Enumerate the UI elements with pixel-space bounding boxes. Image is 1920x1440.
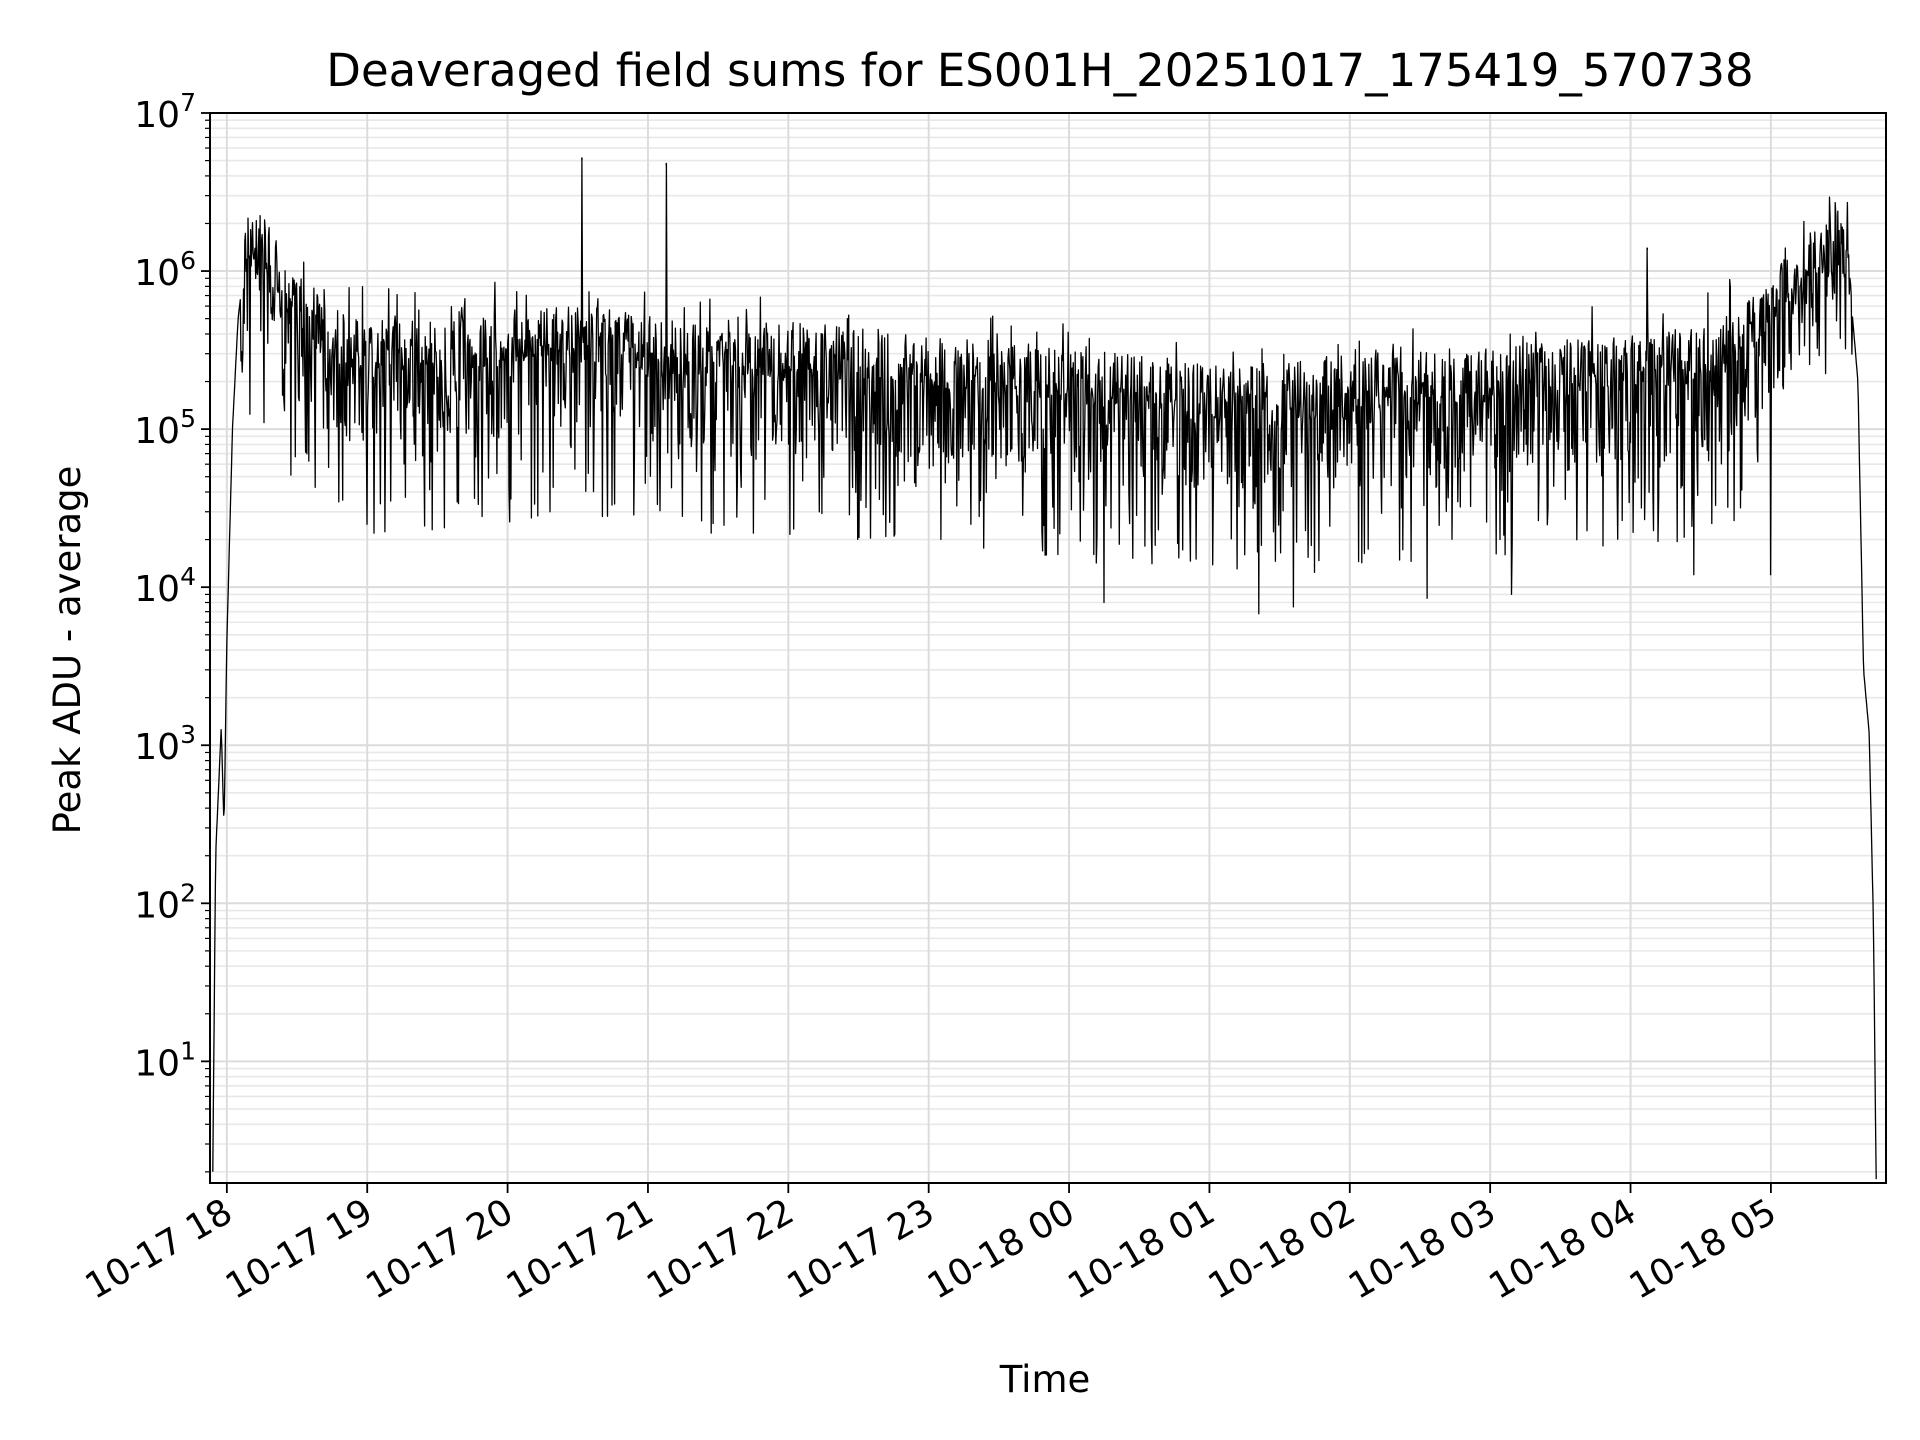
y-tick-exponent: 2	[180, 878, 196, 907]
x-axis-label: Time	[999, 1358, 1091, 1401]
y-tick-label: 107	[134, 88, 196, 136]
y-tick-label: 102	[134, 878, 196, 926]
y-tick-exponent: 6	[180, 246, 196, 275]
y-tick-base: 10	[134, 727, 180, 768]
y-tick-base: 10	[134, 411, 180, 452]
chart-title: Deaveraged field sums for ES001H_2025101…	[326, 44, 1753, 97]
y-tick-label: 103	[134, 720, 196, 768]
y-tick-exponent: 3	[180, 720, 196, 749]
plot-frame	[209, 112, 1887, 1184]
y-tick-label: 105	[134, 404, 196, 452]
y-tick-base: 10	[134, 885, 180, 926]
y-tick-base: 10	[134, 95, 180, 136]
series-line	[212, 157, 1877, 1180]
y-tick-base: 10	[134, 253, 180, 294]
y-tick-label: 104	[134, 562, 196, 610]
y-tick-base: 10	[134, 569, 180, 610]
y-tick-label: 106	[134, 246, 196, 294]
y-tick-base: 10	[134, 1043, 180, 1084]
y-tick-exponent: 7	[180, 88, 196, 117]
series-layer	[212, 157, 1877, 1180]
y-tick-label: 101	[134, 1036, 196, 1084]
y-tick-exponent: 5	[180, 404, 196, 433]
y-tick-exponent: 1	[180, 1036, 196, 1065]
grid	[210, 112, 1886, 1183]
y-tick-exponent: 4	[180, 562, 196, 591]
y-axis-label: Peak ADU - average	[46, 466, 89, 835]
